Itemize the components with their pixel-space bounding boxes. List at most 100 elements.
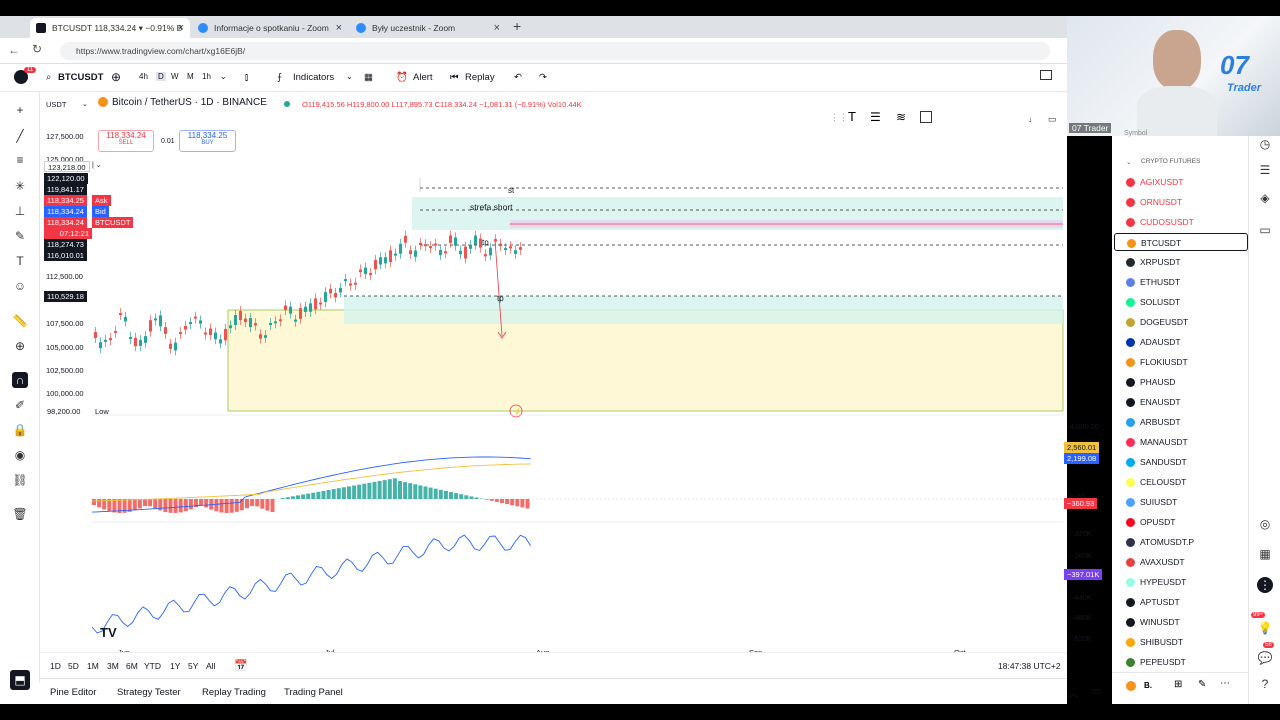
- rect-tool-icon[interactable]: [920, 111, 932, 123]
- undo-icon[interactable]: ↶: [514, 72, 522, 83]
- calendar-icon[interactable]: ▦: [1259, 547, 1271, 561]
- chevron-up-icon[interactable]: ︿: [1068, 688, 1079, 700]
- chevron-down-icon[interactable]: ⌄: [82, 101, 88, 108]
- symbol-column-header[interactable]: Symbol: [1124, 130, 1148, 137]
- watchlist-item[interactable]: AVAXUSDT: [1114, 553, 1248, 571]
- range-all[interactable]: All: [206, 661, 216, 671]
- stay-drawing-icon[interactable]: ✐: [14, 398, 26, 412]
- range-1d[interactable]: 1D: [50, 661, 61, 671]
- symbol-search[interactable]: BTCUSDT: [58, 72, 104, 83]
- emoji-icon[interactable]: ☺: [13, 279, 27, 293]
- avatar[interactable]: [14, 70, 28, 84]
- add-symbol-icon[interactable]: ⊕: [111, 70, 122, 84]
- watchlist-item[interactable]: MANAUSDT: [1114, 433, 1248, 451]
- close-icon[interactable]: ×: [335, 22, 342, 34]
- watchlist-item[interactable]: ADAUSDT: [1114, 333, 1248, 351]
- watchlist-item[interactable]: ATOMUSDT.P: [1114, 533, 1248, 551]
- chart-title[interactable]: Bitcoin / TetherUS · 1D · BINANCE: [112, 97, 267, 108]
- watchlist-item[interactable]: HYPEUSDT: [1114, 573, 1248, 591]
- ideas-icon[interactable]: 💡: [1257, 621, 1273, 635]
- watchlist-icon[interactable]: ☰: [1259, 163, 1271, 177]
- target-icon[interactable]: ◎: [1259, 517, 1271, 531]
- more-icon[interactable]: ⋯: [1220, 678, 1230, 689]
- watchlist-item[interactable]: SANDUSDT: [1114, 453, 1248, 471]
- watchlist-item[interactable]: CELOUSDT: [1114, 473, 1248, 491]
- text-icon[interactable]: T: [16, 254, 24, 268]
- chevron-down-icon[interactable]: ⌄: [220, 72, 227, 81]
- range-ytd[interactable]: YTD: [144, 661, 161, 671]
- watchlist-item[interactable]: AGIXUSDT: [1114, 173, 1248, 191]
- watchlist-item[interactable]: ORNUSDT: [1114, 193, 1248, 211]
- interval-4h[interactable]: 4h: [139, 72, 148, 81]
- range-3m[interactable]: 3M: [107, 661, 119, 671]
- buy-button[interactable]: 118,334.25 BUY: [179, 130, 236, 152]
- text-tool-icon[interactable]: T: [848, 109, 856, 124]
- tab-replay-trading[interactable]: Replay Trading: [202, 687, 266, 698]
- watchlist-item[interactable]: SHIBUSDT: [1114, 633, 1248, 651]
- chevron-down-icon[interactable]: ⌄: [346, 72, 353, 81]
- chevron-down-icon[interactable]: ⌄: [1126, 159, 1132, 166]
- close-icon[interactable]: ×: [177, 22, 184, 34]
- range-1y[interactable]: 1Y: [170, 661, 181, 671]
- range-5y[interactable]: 5Y: [188, 661, 199, 671]
- tab-zoom-info[interactable]: Informacje o spotkaniu - Zoom ×: [192, 18, 348, 38]
- tab-tradingview[interactable]: BTCUSDT 118,334.24 ▾ −0.91% B ×: [30, 18, 190, 38]
- clock-icon[interactable]: ◷: [1259, 137, 1271, 151]
- watchlist-item[interactable]: PHAUSD: [1114, 373, 1248, 391]
- link-icon[interactable]: ⛓: [12, 473, 28, 487]
- watchlist-item[interactable]: ENAUSDT: [1114, 393, 1248, 411]
- range-1m[interactable]: 1M: [87, 661, 99, 671]
- interval-d[interactable]: D: [156, 72, 166, 81]
- lines-tool-icon[interactable]: ☰: [870, 110, 881, 124]
- interval-m[interactable]: M: [187, 72, 194, 81]
- chat-bubble-icon[interactable]: 💬: [1257, 651, 1273, 665]
- interval-1h[interactable]: 1h: [202, 72, 211, 81]
- brush-icon[interactable]: ✎: [14, 229, 26, 243]
- lightning-icon[interactable]: [509, 404, 523, 418]
- watchlist-item[interactable]: WINUSDT: [1114, 613, 1248, 631]
- currency-label[interactable]: USDT: [46, 100, 67, 109]
- zoom-in-icon[interactable]: ⊕: [14, 339, 26, 353]
- apps-icon[interactable]: ⋮: [1257, 577, 1273, 593]
- range-5d[interactable]: 5D: [68, 661, 79, 671]
- trend-line-icon[interactable]: ╱: [16, 129, 24, 143]
- back-icon[interactable]: ←: [8, 43, 20, 57]
- watchlist-item[interactable]: ARBUSDT: [1114, 413, 1248, 431]
- layouts-icon[interactable]: ▦: [364, 72, 373, 83]
- grid-icon[interactable]: ⊞: [1174, 679, 1183, 690]
- range-6m[interactable]: 6M: [126, 661, 138, 671]
- scroll-down-icon[interactable]: ↓: [1028, 114, 1033, 124]
- annotation-st[interactable]: st: [508, 186, 515, 195]
- watchlist-item[interactable]: XRPUSDT: [1114, 253, 1248, 271]
- fullscreen-icon[interactable]: [1040, 70, 1052, 80]
- candles-icon[interactable]: ⫾: [245, 72, 249, 83]
- projection-icon[interactable]: ⊥: [14, 204, 26, 218]
- reload-icon[interactable]: ↻: [32, 42, 43, 56]
- watchlist-item[interactable]: BTCUSDT: [1114, 233, 1248, 251]
- annotation-strefa-short[interactable]: strefa short: [470, 202, 513, 212]
- watchlist-item[interactable]: CUDOSUSDT: [1114, 213, 1248, 231]
- object-tree-icon[interactable]: ⬒: [10, 670, 30, 690]
- magnet-icon[interactable]: ∩: [12, 372, 28, 388]
- edit-icon[interactable]: ✎: [1198, 679, 1207, 690]
- crosshair-icon[interactable]: +: [16, 103, 24, 117]
- annotation-tp[interactable]: tp: [497, 294, 504, 303]
- footer-symbol[interactable]: B.: [1144, 681, 1152, 690]
- search-icon[interactable]: ⌕: [46, 72, 52, 83]
- help-icon[interactable]: ?: [1261, 677, 1269, 691]
- fib-tool-icon[interactable]: ≋: [896, 110, 907, 124]
- watchlist-item[interactable]: SOLUSDT: [1114, 293, 1248, 311]
- maximize-panel-icon[interactable]: ▭: [1092, 686, 1102, 697]
- drag-handle-icon[interactable]: ⋮⋮: [830, 112, 848, 122]
- watchlist-section-header[interactable]: CRYPTO FUTURES: [1141, 158, 1201, 165]
- eye-icon[interactable]: ◉: [14, 448, 26, 462]
- price-chart[interactable]: ⚡ TV: [40, 92, 1067, 652]
- tab-trading-panel[interactable]: Trading Panel: [284, 687, 343, 698]
- tab-zoom-participant[interactable]: Były uczestnik - Zoom ×: [350, 18, 506, 38]
- watchlist-item[interactable]: PEPEUSDT: [1114, 653, 1248, 671]
- watchlist-item[interactable]: DOGEUSDT: [1114, 313, 1248, 331]
- annotation-tp[interactable]: tp: [482, 238, 489, 247]
- alert-button[interactable]: Alert: [413, 72, 433, 83]
- chat-icon[interactable]: ▭: [1259, 223, 1271, 237]
- layers-icon[interactable]: ◈: [1260, 191, 1270, 205]
